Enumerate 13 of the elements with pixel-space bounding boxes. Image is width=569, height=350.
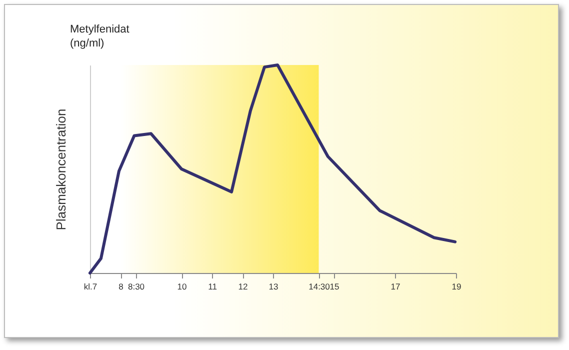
x-tick-label: 13 xyxy=(268,282,278,292)
x-tick-label: 15 xyxy=(330,282,340,292)
x-tick-label: 8 xyxy=(118,282,124,292)
x-tick-label: 19 xyxy=(452,282,462,292)
x-tick-label: 8:30 xyxy=(128,282,145,292)
x-tick-label: 14:30 xyxy=(308,282,330,292)
y-axis-title: Plasmakoncentration xyxy=(54,108,68,230)
x-tick-label: 10 xyxy=(177,282,187,292)
chart-title: Metylfenidat (ng/ml) xyxy=(70,24,130,50)
x-tick-label: 11 xyxy=(208,282,218,292)
x-tick-label: kl.7 xyxy=(84,282,98,292)
x-tick-label: 17 xyxy=(390,282,400,292)
x-tick-label: 12 xyxy=(238,282,248,292)
